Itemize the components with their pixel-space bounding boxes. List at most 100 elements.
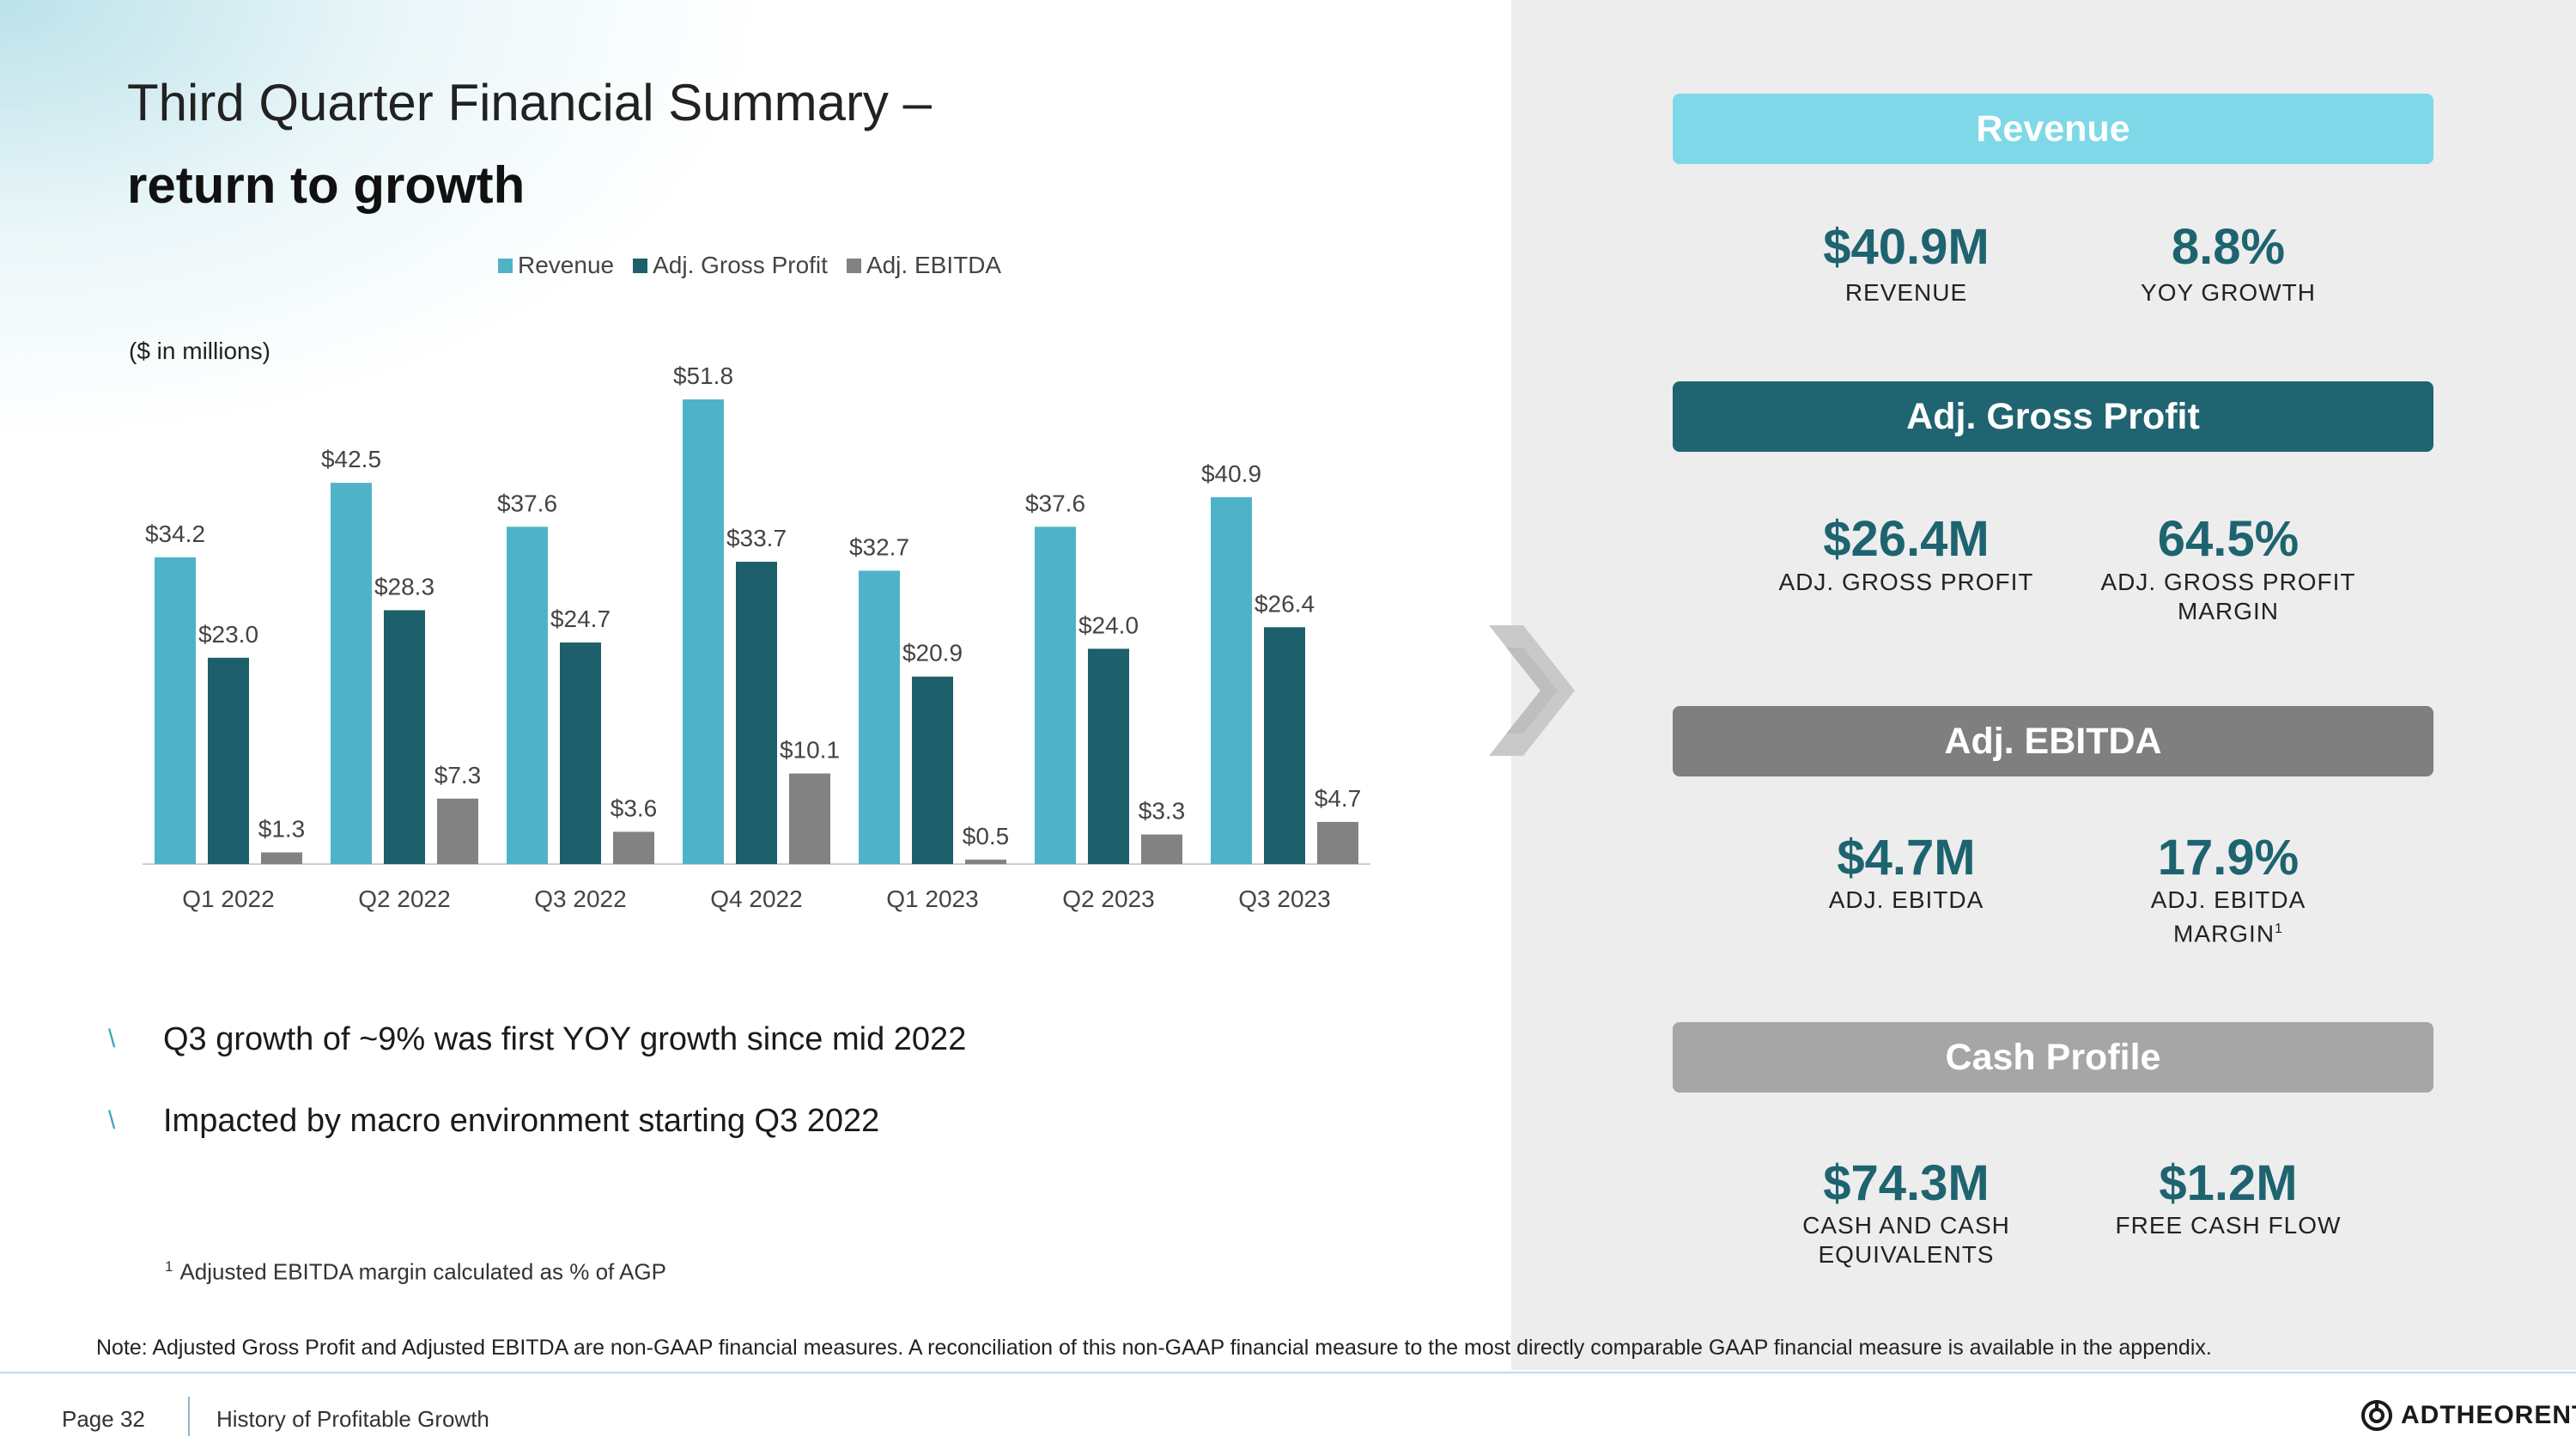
data-label-gross-profit: $26.4 xyxy=(1255,590,1315,617)
bar-chart: $34.2 $23.0 $1.3 Q1 2022 $42.5 $28.3 $7.3 Q2 20… xyxy=(143,362,1370,912)
data-label-gross-profit: $28.3 xyxy=(374,573,434,600)
bar-ebitda xyxy=(437,798,478,864)
x-tick-label: Q3 2022 xyxy=(534,886,626,912)
revenue-label: REVENUE xyxy=(1844,279,1968,306)
ebitda-margin-label-line1: ADJ. EBITDA xyxy=(2150,886,2306,913)
header-glow xyxy=(0,0,773,447)
footnote-marker: 1 xyxy=(165,1258,173,1275)
gross-profit-margin-label-line1: ADJ. GROSS PROFIT xyxy=(2100,569,2356,595)
free-cash-flow-label: FREE CASH FLOW xyxy=(2115,1212,2342,1239)
bar-ebitda xyxy=(965,859,1006,864)
yoy-growth-label: YOY GROWTH xyxy=(2141,279,2316,306)
gross-profit-value: $26.4M xyxy=(1823,511,1990,567)
bullet-marker: \ xyxy=(108,1106,116,1135)
gross-profit-margin-label: ADJ. GROSS PROFIT MARGIN xyxy=(2082,568,2374,626)
x-tick-label: Q3 2023 xyxy=(1238,886,1330,912)
bar-revenue xyxy=(331,483,372,864)
legend-swatch-revenue xyxy=(498,258,513,273)
non-gaap-note: Note: Adjusted Gross Profit and Adjusted… xyxy=(96,1336,2212,1360)
bar-gross-profit xyxy=(736,562,777,864)
ebitda-margin-label-line2: MARGIN xyxy=(2173,920,2275,947)
adtheorent-logo-icon xyxy=(2361,1400,2392,1431)
legend-item-ebitda: Adj. EBITDA xyxy=(846,252,1002,279)
bar-revenue xyxy=(1035,527,1076,864)
revenue-value: $40.9M xyxy=(1823,219,1990,275)
footnote-text: Adjusted EBITDA margin calculated as % o… xyxy=(179,1258,666,1285)
ebitda-margin-value: 17.9% xyxy=(2157,830,2300,886)
gross-profit-margin-value: 64.5% xyxy=(2157,511,2300,567)
cash-label-line1: CASH AND CASH xyxy=(1802,1212,2010,1239)
data-label-ebitda: $1.3 xyxy=(258,815,306,842)
legend-swatch-gross-profit xyxy=(633,258,648,273)
page-number: Page 32 xyxy=(62,1406,145,1432)
slide-title: Third Quarter Financial Summary – xyxy=(127,74,932,131)
free-cash-flow-value: $1.2M xyxy=(2159,1155,2298,1211)
cash-value: $74.3M xyxy=(1823,1155,1990,1211)
logo-wordmark: ADTHEORENT xyxy=(2401,1401,2576,1429)
slide-subtitle: return to growth xyxy=(127,156,526,214)
data-label-revenue: $40.9 xyxy=(1201,460,1261,487)
company-logo: ADTHEORENT xyxy=(2360,1398,2576,1433)
bar-revenue xyxy=(683,399,724,864)
bar-gross-profit xyxy=(1088,648,1129,864)
bullet-text: Q3 growth of ~9% was first YOY growth si… xyxy=(163,1020,967,1057)
footer-section-title: History of Profitable Growth xyxy=(216,1406,489,1432)
ebitda-margin-label: ADJ. EBITDA MARGIN1 xyxy=(2082,886,2374,948)
bullet-list: \ Q3 growth of ~9% was first YOY growth … xyxy=(108,1016,966,1179)
legend-swatch-ebitda xyxy=(846,258,861,273)
bar-ebitda xyxy=(613,831,654,864)
cash-label-line2: EQUIVALENTS xyxy=(1818,1241,1995,1268)
chevron-right-icon xyxy=(1489,625,1575,756)
bullet-item: \ Q3 growth of ~9% was first YOY growth … xyxy=(108,1016,966,1062)
chart-units-label: ($ in millions) xyxy=(129,338,270,364)
data-label-revenue: $32.7 xyxy=(849,533,909,560)
kpi-panel-background xyxy=(1511,0,2576,1370)
gross-profit-header: Adj. Gross Profit xyxy=(1673,381,2433,452)
legend-item-revenue: Revenue xyxy=(498,252,614,279)
x-tick-label: Q2 2022 xyxy=(358,886,450,912)
data-label-ebitda: $7.3 xyxy=(434,762,482,788)
revenue-header: Revenue xyxy=(1673,94,2433,164)
bar-ebitda xyxy=(1317,821,1358,864)
data-label-gross-profit: $24.7 xyxy=(550,606,611,632)
data-label-ebitda: $3.3 xyxy=(1139,798,1186,825)
bar-ebitda xyxy=(789,773,830,864)
cash-profile-header: Cash Profile xyxy=(1673,1022,2433,1093)
bar-revenue xyxy=(507,527,548,864)
data-label-gross-profit: $20.9 xyxy=(902,640,963,667)
data-label-ebitda: $0.5 xyxy=(963,823,1010,849)
data-label-revenue: $34.2 xyxy=(145,521,205,547)
ebitda-margin-footnote-marker: 1 xyxy=(2275,922,2283,936)
bar-gross-profit xyxy=(560,642,601,864)
data-label-ebitda: $4.7 xyxy=(1315,785,1362,812)
bar-gross-profit xyxy=(912,676,953,864)
bullet-item: \ Impacted by macro environment starting… xyxy=(108,1098,966,1144)
data-label-revenue: $37.6 xyxy=(1025,490,1085,516)
ebitda-value: $4.7M xyxy=(1837,830,1976,886)
bullet-marker: \ xyxy=(108,1025,116,1053)
x-tick-label: Q1 2023 xyxy=(886,886,978,912)
data-label-gross-profit: $33.7 xyxy=(726,525,787,551)
bar-revenue xyxy=(859,570,900,864)
data-label-revenue: $37.6 xyxy=(497,490,557,516)
data-label-revenue: $42.5 xyxy=(321,446,381,472)
footnote: 1 Adjusted EBITDA margin calculated as % … xyxy=(165,1258,666,1286)
legend-label-revenue: Revenue xyxy=(518,252,615,278)
footer-separator xyxy=(188,1397,190,1436)
bar-gross-profit xyxy=(1264,627,1305,864)
bar-gross-profit xyxy=(384,610,425,864)
x-tick-label: Q1 2022 xyxy=(182,886,274,912)
gross-profit-label: ADJ. GROSS PROFIT xyxy=(1778,569,2034,595)
data-label-revenue: $51.8 xyxy=(673,362,733,389)
bar-revenue xyxy=(1211,496,1252,864)
footer-divider xyxy=(0,1372,2576,1373)
bar-revenue xyxy=(155,557,196,864)
yoy-growth-value: 8.8% xyxy=(2171,219,2286,275)
ebitda-header: Adj. EBITDA xyxy=(1673,706,2433,776)
data-label-gross-profit: $23.0 xyxy=(198,621,258,648)
legend-label-ebitda: Adj. EBITDA xyxy=(866,252,1002,278)
bar-ebitda xyxy=(1141,834,1182,864)
data-label-ebitda: $10.1 xyxy=(780,737,840,764)
bullet-text: Impacted by macro environment starting Q… xyxy=(163,1102,880,1139)
legend-label-gross-profit: Adj. Gross Profit xyxy=(653,252,828,278)
